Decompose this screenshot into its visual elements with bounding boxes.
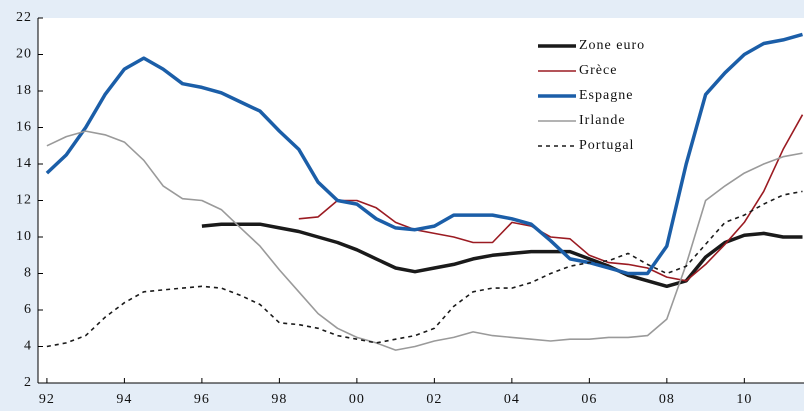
series-line [46, 190, 803, 348]
x-tick-label: 04 [504, 392, 520, 407]
x-tick-label: 08 [659, 392, 675, 407]
y-tick-label: 22 [16, 10, 32, 25]
x-tick-label: 96 [194, 392, 210, 407]
x-tick-label: 02 [426, 392, 442, 407]
x-tick-label: 98 [271, 392, 287, 407]
x-tick-label: 94 [116, 392, 132, 407]
legend-label: Irlande [579, 113, 626, 128]
x-tick-label: 92 [39, 392, 55, 407]
y-tick-label: 8 [24, 266, 32, 281]
y-tick-label: 16 [16, 120, 32, 135]
legend-label: Zone euro [579, 38, 645, 53]
plot-area [38, 18, 804, 383]
y-tick-label: 4 [24, 339, 32, 354]
y-tick-label: 12 [16, 193, 32, 208]
x-tick-label: 06 [581, 392, 597, 407]
y-tick-label: 10 [16, 229, 32, 244]
x-tick-label: 00 [349, 392, 365, 407]
legend-label: Portugal [579, 138, 634, 153]
x-tick-label: 10 [736, 392, 752, 407]
legend-label: Espagne [579, 88, 633, 103]
y-tick-label: 2 [24, 375, 32, 390]
series-line [201, 222, 803, 289]
y-tick-label: 18 [16, 83, 32, 98]
series-line [298, 114, 804, 282]
y-tick-label: 6 [24, 302, 32, 317]
y-tick-label: 20 [16, 47, 32, 62]
series-line [46, 130, 803, 351]
legend-label: Grèce [579, 63, 617, 78]
series-line [45, 32, 803, 276]
y-tick-label: 14 [16, 156, 32, 171]
